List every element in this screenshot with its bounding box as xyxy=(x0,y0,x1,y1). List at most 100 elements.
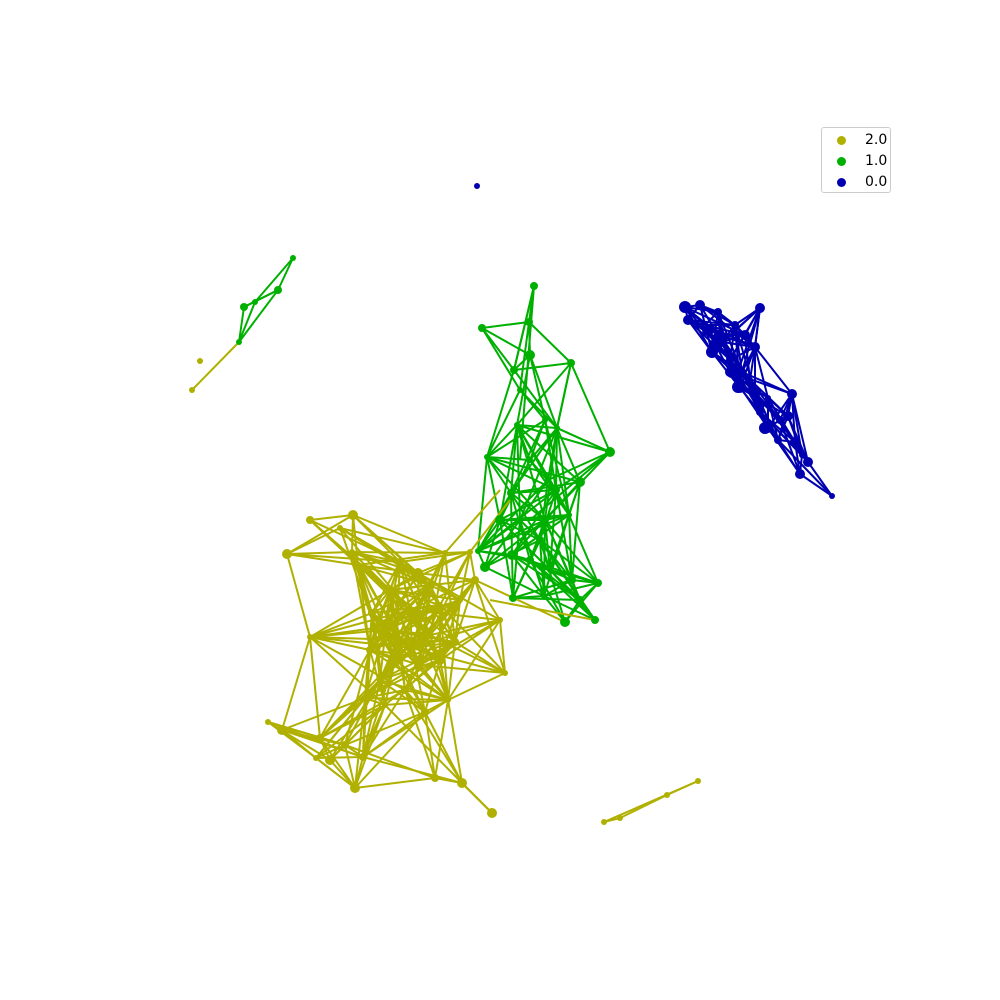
legend-entry-2: 2.0 xyxy=(822,131,890,151)
graph-edge xyxy=(794,441,801,475)
graph-edge xyxy=(286,551,353,555)
graph-edge xyxy=(512,539,541,599)
graph-node xyxy=(265,719,271,725)
graph-node xyxy=(709,339,721,351)
graph-edge xyxy=(519,285,535,461)
graph-edge xyxy=(434,699,449,779)
graph-edge xyxy=(329,759,356,789)
graph-node xyxy=(527,457,533,463)
graph-edge xyxy=(539,539,599,584)
graph-edge xyxy=(447,699,463,784)
graph-edge xyxy=(429,584,461,601)
legend-marker-1 xyxy=(837,157,846,166)
graph-node xyxy=(576,596,584,604)
graph-node xyxy=(408,644,416,652)
graph-node xyxy=(774,436,782,444)
graph-edge xyxy=(389,584,431,591)
graph-edge xyxy=(424,711,436,779)
graph-node xyxy=(747,377,753,383)
graph-node xyxy=(759,422,771,434)
graph-node xyxy=(307,634,313,640)
graph-edge xyxy=(489,599,596,621)
graph-edge xyxy=(754,346,793,395)
graph-node xyxy=(552,486,560,494)
graph-node xyxy=(514,422,520,428)
graph-node xyxy=(467,549,473,555)
graph-edge xyxy=(439,599,461,661)
graph-node xyxy=(368,609,376,617)
graph-edge xyxy=(374,584,431,629)
graph-edge xyxy=(469,499,511,553)
graph-edge xyxy=(777,439,801,475)
graph-edge xyxy=(513,362,572,371)
graph-node xyxy=(568,576,576,584)
graph-edge xyxy=(539,489,557,541)
graph-node xyxy=(416,661,424,669)
graph-edge xyxy=(309,636,413,649)
graph-node xyxy=(541,516,549,524)
graph-node xyxy=(726,366,738,378)
graph-edge xyxy=(499,519,514,599)
graph-node xyxy=(382,702,388,708)
graph-node xyxy=(396,558,404,566)
graph-edge xyxy=(739,387,761,413)
graph-node xyxy=(355,562,361,568)
graph-edge xyxy=(315,744,346,759)
graph-node xyxy=(591,616,599,624)
graph-node xyxy=(386,586,394,594)
graph-edge xyxy=(474,579,501,621)
graph-edge xyxy=(364,629,386,699)
graph-edge xyxy=(444,552,456,643)
graph-node xyxy=(507,550,517,560)
graph-edge xyxy=(513,285,535,371)
graph-node xyxy=(536,536,544,544)
graph-node xyxy=(502,670,508,676)
graph-edge xyxy=(486,424,518,458)
graph-node xyxy=(601,819,607,825)
graph-node xyxy=(401,686,409,694)
graph-node xyxy=(495,515,505,525)
legend-label-0: 0.0 xyxy=(865,174,888,190)
graph-edge xyxy=(352,514,446,554)
graph-node xyxy=(431,774,439,782)
graph-node xyxy=(421,708,429,716)
graph-node xyxy=(803,457,813,467)
graph-edge xyxy=(419,664,506,674)
graph-node xyxy=(683,315,693,325)
graph-edge xyxy=(556,427,611,453)
legend-label-2: 2.0 xyxy=(865,132,888,148)
graph-edge xyxy=(362,756,463,784)
graph-node xyxy=(348,510,358,520)
graph-edge xyxy=(549,569,596,621)
graph-edge xyxy=(744,334,751,381)
legend-marker-2 xyxy=(837,136,846,145)
graph-edge xyxy=(477,492,512,552)
legend-entry-0: 0.0 xyxy=(822,173,890,193)
graph-edge xyxy=(519,389,558,429)
graph-edge xyxy=(315,756,364,759)
graph-node xyxy=(349,549,355,555)
graph-edge xyxy=(344,711,426,746)
graph-node xyxy=(484,454,490,460)
graph-node xyxy=(487,808,497,818)
graph-node xyxy=(359,753,367,761)
graph-node xyxy=(726,356,734,364)
graph-edge xyxy=(309,514,354,521)
graph-edge xyxy=(411,599,461,649)
graph-edge xyxy=(447,619,501,701)
graph-node xyxy=(776,416,784,424)
graph-edge xyxy=(419,584,431,666)
graph-node xyxy=(679,301,691,313)
graph-edge xyxy=(568,514,599,584)
graph-node xyxy=(740,330,750,340)
graph-node xyxy=(525,350,535,360)
graph-node xyxy=(790,437,800,447)
graph-node xyxy=(437,602,443,608)
graph-edge xyxy=(319,649,371,739)
graph-node xyxy=(497,617,503,623)
graph-edge xyxy=(543,595,596,621)
graph-edge xyxy=(361,704,386,758)
graph-edge xyxy=(379,584,431,681)
graph-edge xyxy=(513,369,558,429)
graph-edge xyxy=(539,539,545,597)
